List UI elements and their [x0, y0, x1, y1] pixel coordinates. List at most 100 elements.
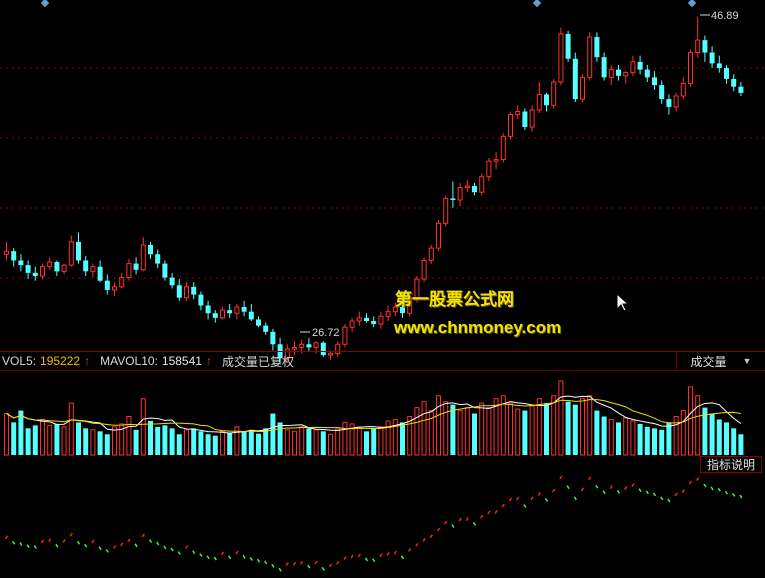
candle-body: [493, 159, 499, 162]
volume-bar: [680, 410, 686, 456]
candle-body: [659, 85, 665, 100]
volume-bar: [522, 410, 528, 455]
volume-bar: [580, 398, 585, 456]
indicator-mark: [573, 496, 577, 501]
volume-bar: [292, 430, 297, 456]
indicator-mark: [321, 566, 325, 571]
volume-bar: [97, 431, 103, 455]
volume-bar: [464, 407, 470, 456]
volume-bar: [335, 428, 341, 456]
candle-body: [738, 86, 744, 93]
low-price-label: 26.72: [312, 327, 340, 339]
vol5-up-arrow-icon: ↑: [84, 354, 91, 368]
candle-body: [140, 244, 146, 271]
volume-bar: [191, 428, 197, 455]
indicator-mark: [544, 498, 549, 502]
candle-body: [666, 99, 672, 107]
volume-bar: [421, 401, 427, 456]
volume-bar: [392, 418, 398, 456]
indicator-mark: [703, 483, 707, 488]
indicator-help-label: 指标说明: [706, 458, 755, 472]
candle-body: [25, 265, 31, 273]
candle-body: [148, 244, 153, 255]
candlestick-series: [4, 17, 744, 365]
candle-body: [630, 61, 636, 74]
indicator-mark: [530, 496, 534, 501]
volume-bar: [500, 395, 506, 456]
volume-bar: [205, 434, 211, 455]
volume-bar: [450, 404, 456, 455]
volume-bar: [263, 428, 269, 455]
volume-bar: [68, 402, 74, 456]
indicator-mark: [84, 543, 88, 548]
indicator-mark: [249, 557, 253, 561]
volume-bar: [515, 408, 521, 456]
volume-bar: [4, 413, 9, 456]
candle-body: [320, 342, 326, 356]
volume-bar: [155, 426, 161, 455]
volume-bar: [443, 401, 449, 456]
candle-body: [234, 306, 240, 314]
indicator-mark: [609, 485, 613, 490]
volume-bar: [716, 419, 722, 455]
volume-bar: [54, 423, 60, 455]
indicator-mark: [508, 497, 513, 502]
indicator-mark: [724, 490, 729, 495]
candle-body: [68, 241, 74, 266]
volume-bar: [436, 395, 441, 456]
candle-body: [695, 39, 701, 54]
indicator-selector-dropdown[interactable]: 成交量 ▼: [676, 352, 765, 370]
candle-body: [83, 260, 89, 272]
indicator-mark: [487, 510, 491, 515]
candle-body: [472, 185, 477, 193]
candle-body: [392, 306, 398, 313]
mavol10-up-arrow-icon: ↑: [205, 354, 212, 368]
indicator-mark: [350, 554, 354, 559]
candle-body: [241, 307, 247, 312]
candle-body: [378, 315, 384, 325]
indicator-selector-value: 成交量: [690, 354, 727, 369]
indicator-mark: [379, 553, 383, 558]
indicator-help-button[interactable]: 指标说明: [700, 456, 762, 473]
indicator-mark: [472, 522, 477, 526]
candle-body: [464, 185, 470, 189]
candle-body: [616, 69, 621, 76]
indicator-mark: [278, 567, 282, 572]
candle-body: [90, 266, 96, 272]
candle-body: [500, 135, 506, 161]
indicator-mark: [444, 520, 448, 525]
volume-bar: [148, 420, 153, 455]
candle-body: [536, 93, 542, 111]
candle-body: [292, 346, 297, 350]
candle-body: [119, 277, 125, 288]
candle-body: [436, 222, 441, 249]
volume-bar: [738, 434, 744, 455]
candle-body: [680, 83, 686, 97]
candle-body: [169, 277, 175, 286]
volume-bar: [493, 398, 499, 456]
volume-bar: [508, 402, 513, 456]
candle-body: [457, 187, 463, 201]
volume-bar: [256, 433, 261, 455]
candle-body: [623, 72, 629, 77]
volume-bar: [61, 426, 67, 456]
volume-bar: [184, 429, 189, 456]
candle-body: [688, 52, 693, 85]
vol5-line: [6, 395, 742, 434]
indicator-mark: [33, 545, 37, 549]
indicator-mark: [127, 538, 131, 543]
candle-body: [306, 344, 312, 348]
indicator-mark: [328, 563, 333, 568]
indicator-mark: [580, 487, 585, 492]
volume-bar: [198, 431, 204, 455]
volume-bar: [529, 405, 535, 456]
candle-body: [155, 254, 161, 264]
indicator-mark: [242, 554, 246, 559]
indicator-mark: [300, 560, 304, 565]
high-price-label: 46.89: [711, 10, 739, 22]
candle-body: [133, 263, 139, 270]
candle-body: [11, 251, 17, 261]
candle-body: [349, 320, 355, 328]
indicator-mark: [192, 550, 196, 555]
